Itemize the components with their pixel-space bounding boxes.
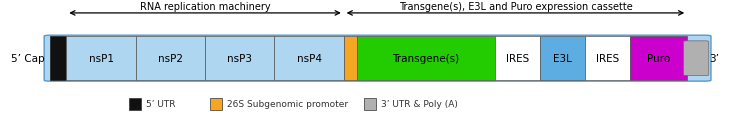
Text: nsP1: nsP1 bbox=[88, 54, 113, 64]
FancyBboxPatch shape bbox=[684, 42, 709, 76]
Text: nsP3: nsP3 bbox=[227, 54, 252, 64]
Bar bbox=[50, 37, 66, 80]
Bar bbox=[210, 98, 222, 110]
Bar bbox=[357, 37, 495, 80]
Text: RNA replication machinery: RNA replication machinery bbox=[140, 2, 270, 12]
Text: IRES: IRES bbox=[506, 54, 529, 64]
Text: Transgene(s), E3L and Puro expression cassette: Transgene(s), E3L and Puro expression ca… bbox=[399, 2, 632, 12]
Text: nsP4: nsP4 bbox=[297, 54, 322, 64]
Bar bbox=[275, 37, 344, 80]
Text: 5’ UTR: 5’ UTR bbox=[146, 100, 175, 109]
Bar bbox=[344, 37, 357, 80]
Text: 26S Subgenomic promoter: 26S Subgenomic promoter bbox=[227, 100, 348, 109]
Bar bbox=[364, 98, 376, 110]
Bar bbox=[205, 37, 275, 80]
Bar bbox=[129, 98, 141, 110]
FancyBboxPatch shape bbox=[44, 36, 711, 81]
Text: Transgene(s): Transgene(s) bbox=[392, 54, 460, 64]
Bar bbox=[540, 37, 585, 80]
Bar bbox=[66, 37, 135, 80]
Bar bbox=[135, 37, 205, 80]
Text: 3’: 3’ bbox=[710, 54, 720, 64]
Text: 3’ UTR & Poly (A): 3’ UTR & Poly (A) bbox=[381, 100, 458, 109]
Bar bbox=[630, 37, 687, 80]
Bar bbox=[585, 37, 630, 80]
Text: Puro: Puro bbox=[647, 54, 670, 64]
Text: nsP2: nsP2 bbox=[158, 54, 183, 64]
Text: 5’ Cap: 5’ Cap bbox=[10, 54, 44, 64]
Text: IRES: IRES bbox=[596, 54, 619, 64]
Text: E3L: E3L bbox=[553, 54, 572, 64]
Bar bbox=[495, 37, 540, 80]
